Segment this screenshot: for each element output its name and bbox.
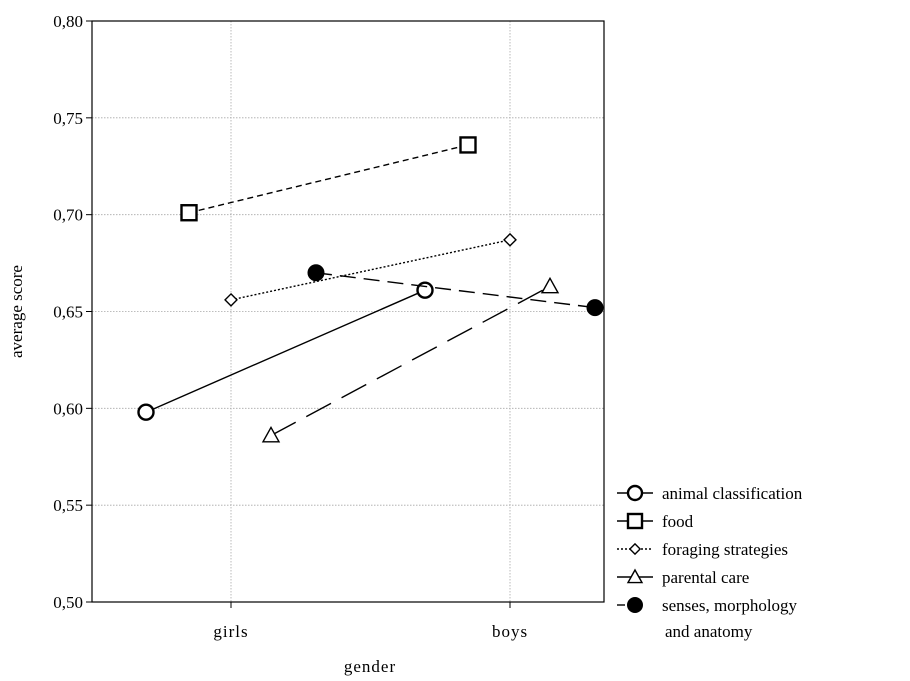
legend-marker: [626, 484, 644, 502]
y-tick-label: 0,55: [53, 496, 83, 515]
legend-marker: [626, 512, 644, 530]
legend-marker: [628, 542, 642, 556]
series-1: [180, 136, 477, 222]
data-point: [261, 426, 281, 443]
x-tick-label: boys: [492, 622, 528, 641]
y-tick-label: 0,60: [53, 399, 83, 418]
data-point: [137, 403, 155, 421]
legend-marker: [626, 568, 644, 584]
data-point: [540, 276, 560, 294]
legend-label: animal classification: [662, 484, 803, 503]
x-axis-title: gender: [344, 657, 396, 676]
series-0: [137, 281, 434, 421]
series-line: [145, 289, 426, 413]
data-point: [503, 232, 517, 247]
x-axis: girls boys: [213, 602, 528, 641]
legend-item: animal classification: [617, 484, 803, 503]
data-point: [307, 264, 325, 282]
legend-label: parental care: [662, 568, 749, 587]
x-tick-label: girls: [213, 622, 248, 641]
legend-label: senses, morphology and anatomy: [662, 596, 798, 641]
data-point: [224, 292, 238, 307]
y-axis: 0,50 0,55 0,60 0,65 0,70 0,75 0,80: [53, 12, 92, 612]
series-line: [188, 144, 469, 214]
legend: animal classification food foraging strate…: [617, 484, 803, 641]
y-tick-label: 0,75: [53, 109, 83, 128]
y-tick-label: 0,70: [53, 206, 83, 225]
legend-label: food: [662, 512, 694, 531]
series-layer: [137, 136, 604, 443]
y-tick-label: 0,50: [53, 593, 83, 612]
data-point: [416, 281, 434, 299]
legend-label: foraging strategies: [662, 540, 788, 559]
series-line: [230, 239, 511, 301]
data-point: [586, 299, 604, 317]
y-tick-label: 0,65: [53, 303, 83, 322]
series-4: [307, 264, 604, 317]
grid: [92, 21, 604, 602]
series-3: [261, 276, 560, 443]
series-2: [224, 232, 517, 307]
legend-item: senses, morphology and anatomy: [617, 596, 798, 641]
legend-item: foraging strategies: [617, 540, 788, 559]
series-line: [270, 285, 551, 437]
y-tick-label: 0,80: [53, 12, 83, 31]
legend-marker: [627, 597, 643, 613]
data-point: [459, 136, 477, 154]
legend-item: parental care: [617, 568, 749, 587]
y-axis-title: average score: [7, 265, 26, 358]
legend-item: food: [617, 512, 694, 531]
data-point: [180, 204, 198, 222]
